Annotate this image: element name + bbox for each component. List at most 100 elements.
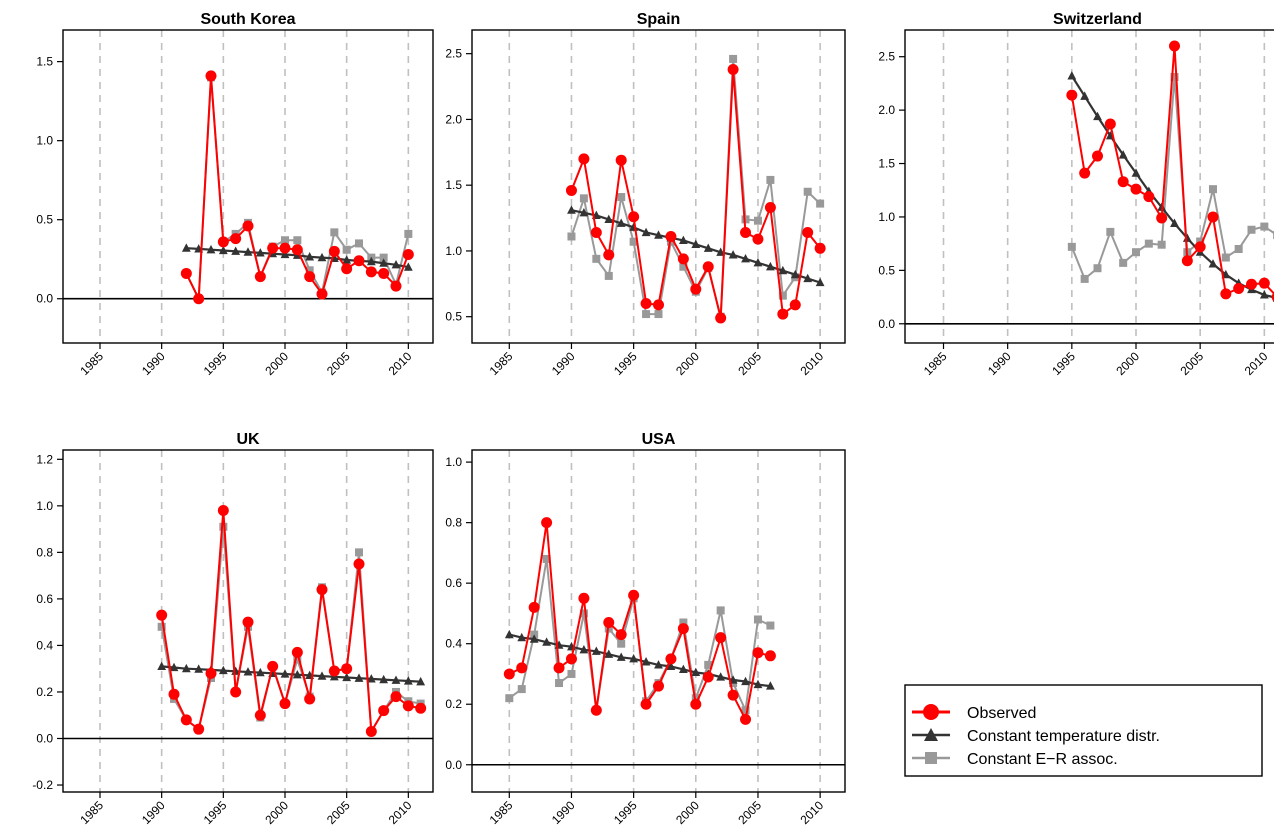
constant-er-point xyxy=(1106,227,1115,236)
y-tick-label: 0.0 xyxy=(36,731,53,745)
observed-point xyxy=(1233,283,1245,295)
y-tick-label: 0.0 xyxy=(445,758,462,772)
y-tick-label: 0.6 xyxy=(36,592,53,606)
constant-temp-point xyxy=(641,227,651,237)
observed-point xyxy=(1207,211,1219,223)
constant-er-point xyxy=(1119,258,1128,267)
observed-point xyxy=(365,726,377,738)
observed-point xyxy=(1092,150,1103,162)
observed-point xyxy=(365,266,377,278)
y-tick-label: 0.5 xyxy=(36,213,53,227)
constant-temp-point xyxy=(317,252,327,262)
y-tick-label: 1.5 xyxy=(445,178,462,192)
constant-er-point xyxy=(654,310,663,319)
x-tick-label: 2005 xyxy=(735,349,764,378)
y-tick-label: 0.6 xyxy=(445,576,462,590)
y-tick-label: 0.0 xyxy=(36,292,53,306)
constant-er-point xyxy=(766,175,775,184)
constant-temp-point xyxy=(416,676,426,686)
constant-er-point xyxy=(604,271,613,280)
constant-temp-point xyxy=(243,667,253,676)
y-tick-label: 2.5 xyxy=(878,50,895,64)
constant-er-point xyxy=(1221,253,1230,262)
constant-temp-point xyxy=(181,663,191,673)
legend-marker-constant-er xyxy=(925,752,937,764)
panel-title: USA xyxy=(642,431,676,448)
constant-er-point xyxy=(704,660,713,669)
observed-point xyxy=(677,253,689,265)
observed-point xyxy=(168,688,180,700)
constant-er-point xyxy=(342,245,351,254)
constant-er-point xyxy=(741,215,750,224)
panel-title: UK xyxy=(236,431,260,448)
constant-temp-point xyxy=(391,259,401,269)
plot-area xyxy=(180,70,414,305)
constant-er-point xyxy=(778,291,787,300)
legend: Observed Constant temperature distr. Const… xyxy=(904,684,1263,777)
constant-temp-point xyxy=(1067,71,1077,80)
observed-point xyxy=(1117,176,1129,188)
constant-temp-point xyxy=(654,230,663,239)
observed-point xyxy=(353,558,365,570)
constant-er-point xyxy=(1157,240,1166,249)
constant-temp-point xyxy=(1118,150,1128,159)
y-tick-label: 1.0 xyxy=(445,244,462,258)
constant-er-point xyxy=(1080,274,1089,283)
constant-er-point xyxy=(592,254,601,263)
constant-temp-point xyxy=(616,652,626,661)
x-tick-label: 1990 xyxy=(549,349,578,378)
observed-point xyxy=(217,504,229,516)
observed-point xyxy=(378,267,390,279)
constant-temp-point xyxy=(504,629,514,639)
observed-point xyxy=(1246,278,1257,290)
constant-er-point xyxy=(617,193,626,202)
x-tick-label: 2005 xyxy=(324,349,353,378)
constant-temp-point xyxy=(218,665,228,675)
observed-point xyxy=(254,709,266,721)
x-tick-label: 2010 xyxy=(386,349,415,378)
constant-er-point xyxy=(642,310,651,319)
constant-temp-point xyxy=(529,634,539,643)
observed-point xyxy=(1258,277,1270,289)
observed-point xyxy=(378,705,390,717)
series-line-constant_er xyxy=(1070,76,1274,281)
constant-er-point xyxy=(766,621,775,630)
constant-er-point xyxy=(753,615,762,624)
y-tick-label: 2.5 xyxy=(445,47,462,61)
observed-point xyxy=(291,646,303,658)
constant-temp-point xyxy=(766,261,775,271)
x-tick-label: 2005 xyxy=(735,798,764,827)
plot-area xyxy=(156,504,427,738)
constant-er-point xyxy=(679,618,688,627)
observed-point xyxy=(640,698,652,710)
x-tick-label: 2010 xyxy=(797,349,826,378)
panel-spain: 0.5 1.0 1.5 2.0 2.5 1985 1990 1995 2000 2005 2010 S… xyxy=(445,11,846,378)
x-tick-label: 1985 xyxy=(487,349,516,378)
constant-temp-point xyxy=(654,660,663,669)
constant-er-point xyxy=(293,655,302,664)
constant-er-point xyxy=(753,216,762,225)
observed-point xyxy=(603,249,615,261)
observed-point xyxy=(665,653,677,665)
constant-temp-point xyxy=(666,661,676,670)
constant-er-point xyxy=(1132,248,1140,257)
plot-area xyxy=(503,517,776,725)
constant-er-point xyxy=(305,266,314,275)
constant-temp-point xyxy=(567,205,576,214)
constant-temp-point xyxy=(366,256,376,266)
panel-usa: 0.0 0.2 0.4 0.6 0.8 1.0 1985 1990 1995 2000 2005 20… xyxy=(445,431,846,827)
constant-temp-point xyxy=(354,673,364,682)
x-tick-label: 1995 xyxy=(611,798,640,827)
observed-point xyxy=(415,702,427,714)
observed-point xyxy=(603,617,615,629)
constant-temp-point xyxy=(391,675,401,684)
observed-point xyxy=(752,647,764,659)
observed-point xyxy=(503,668,515,680)
constant-temp-point xyxy=(1093,111,1102,121)
constant-temp-point xyxy=(280,669,290,678)
panel-frame xyxy=(62,29,434,344)
constant-temp-point xyxy=(1259,290,1269,299)
observed-point xyxy=(615,154,627,166)
constant-er-point xyxy=(555,679,564,688)
